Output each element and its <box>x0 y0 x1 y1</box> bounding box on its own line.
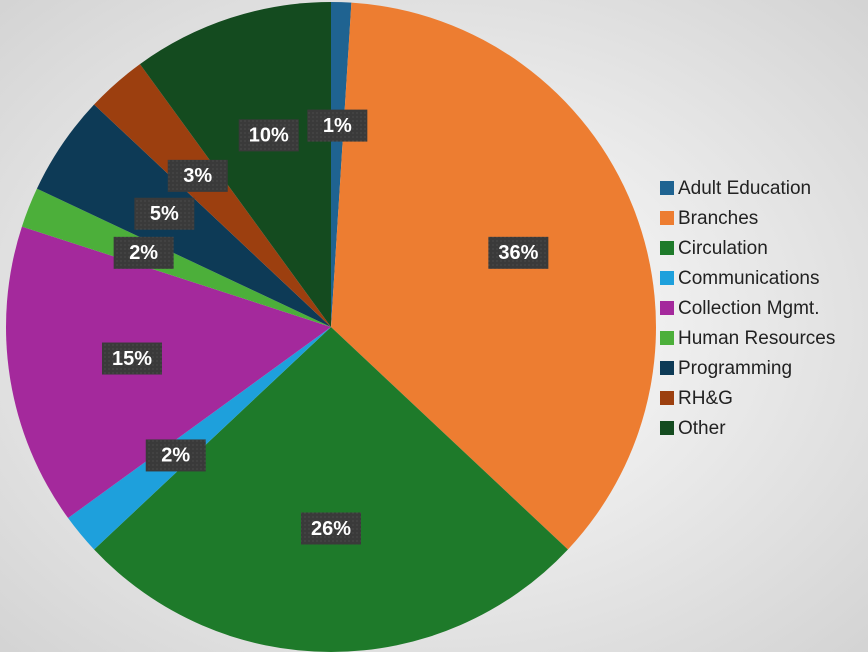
data-label: 2% <box>129 242 158 264</box>
legend-swatch <box>660 211 674 225</box>
pie-slice <box>331 2 656 550</box>
legend-label: Human Resources <box>678 328 835 349</box>
data-label-box <box>101 342 162 375</box>
legend-swatch <box>660 331 674 345</box>
data-label-box <box>301 512 361 545</box>
data-label-box <box>238 119 299 152</box>
legend-swatch <box>660 181 674 195</box>
pie-slice <box>331 2 352 327</box>
legend-swatch <box>660 421 674 435</box>
data-label: 10% <box>249 125 289 147</box>
legend-swatch <box>660 361 674 375</box>
legend-label: Circulation <box>678 238 768 259</box>
legend-label: Collection Mgmt. <box>678 298 820 319</box>
data-label: 26% <box>311 518 351 540</box>
data-label-box <box>134 197 195 230</box>
pie-slice <box>21 188 332 327</box>
data-label-box <box>145 439 206 472</box>
pie-slice <box>139 2 331 327</box>
pie-slice <box>94 327 568 652</box>
data-label: 2% <box>161 445 190 467</box>
data-label-box <box>488 236 549 269</box>
data-label: 3% <box>183 165 212 187</box>
data-label-box <box>307 109 368 142</box>
legend-label: Adult Education <box>678 178 811 199</box>
legend-label: Other <box>678 418 726 439</box>
legend-label: Programming <box>678 358 792 379</box>
legend-swatch <box>660 271 674 285</box>
legend-swatch <box>660 391 674 405</box>
pie-slice <box>68 327 332 550</box>
legend-swatch <box>660 241 674 255</box>
pie-slice <box>94 64 331 328</box>
data-label-box <box>113 236 174 269</box>
data-label-box <box>167 159 228 192</box>
legend-label: Communications <box>678 268 820 289</box>
data-label: 15% <box>112 348 152 370</box>
data-label: 36% <box>498 242 538 264</box>
pie-slice <box>6 226 332 519</box>
data-label: 5% <box>150 203 179 225</box>
legend-label: Branches <box>678 208 758 229</box>
data-label: 1% <box>323 115 352 137</box>
legend-label: RH&G <box>678 388 733 409</box>
legend-swatch <box>660 301 674 315</box>
